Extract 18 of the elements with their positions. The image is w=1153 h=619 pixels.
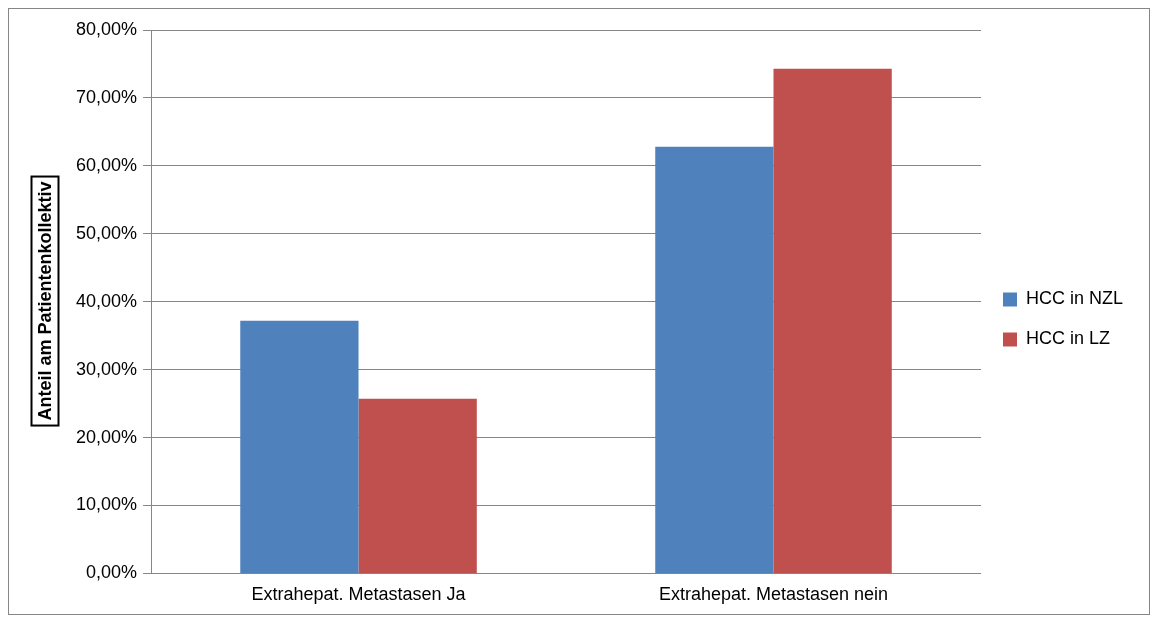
x-tick-label: Extrahepat. Metastasen Ja bbox=[251, 584, 467, 605]
legend-label: HCC in LZ bbox=[1025, 328, 1111, 349]
y-tick-label: 70,00% bbox=[75, 86, 138, 107]
y-tick-label: 20,00% bbox=[75, 426, 138, 447]
y-tick-label: 50,00% bbox=[75, 222, 138, 243]
y-tick-label: 80,00% bbox=[75, 18, 138, 39]
x-tick-label: Extrahepat. Metastasen nein bbox=[658, 584, 889, 605]
y-tick-label: 0,00% bbox=[86, 562, 138, 583]
bar bbox=[240, 320, 359, 573]
y-tick-label: 30,00% bbox=[75, 358, 138, 379]
bar bbox=[358, 398, 477, 573]
y-tick-label: 10,00% bbox=[75, 494, 138, 515]
y-axis-title: Anteil am Patientenkollektiv bbox=[30, 175, 60, 427]
y-tick-label: 40,00% bbox=[75, 290, 138, 311]
bar bbox=[655, 146, 774, 573]
legend-label: HCC in NZL bbox=[1025, 288, 1123, 309]
bar bbox=[773, 68, 892, 573]
y-tick-label: 60,00% bbox=[75, 154, 138, 175]
